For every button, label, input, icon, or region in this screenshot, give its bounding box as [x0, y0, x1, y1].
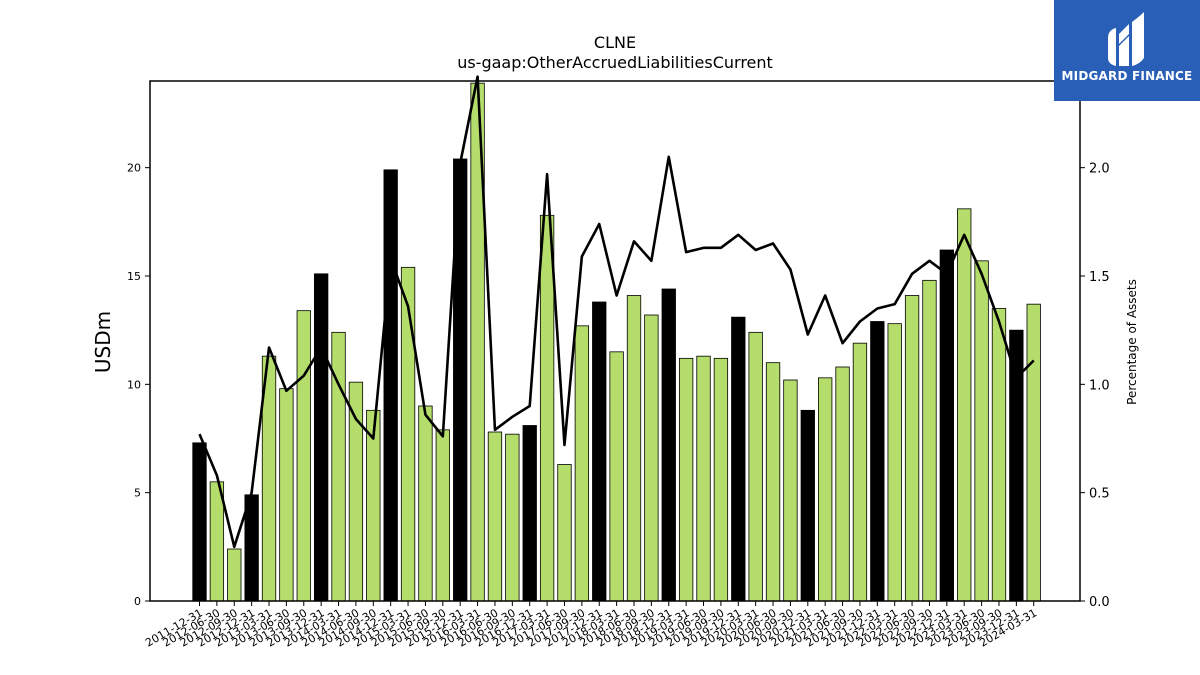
bar-2014-12-31 [384, 170, 398, 601]
y-tick-label: 0 [134, 595, 141, 608]
bar-2016-09-30 [506, 434, 519, 601]
y2-tick-label: 0.5 [1089, 487, 1110, 502]
bar-2015-09-30 [436, 430, 450, 601]
bar-2014-06-30 [349, 382, 363, 601]
bar-2015-06-30 [419, 406, 433, 601]
bar-2020-03-31 [749, 332, 763, 601]
bar-2018-12-31 [662, 289, 676, 601]
bar-2022-12-31 [940, 250, 954, 601]
chart-subtitle: us-gaap:OtherAccruedLiabilitiesCurrent [457, 53, 773, 72]
y-axis-label: USDm [91, 311, 115, 373]
y2-axis-label: Percentage of Assets [1125, 279, 1139, 405]
brand-logo: MIDGARD FINANCE [1054, 0, 1200, 101]
bar-2017-06-30 [558, 465, 572, 602]
bar-2018-06-30 [627, 296, 641, 602]
bar-2016-06-30 [488, 432, 502, 601]
bar-2020-09-30 [784, 380, 798, 601]
bar-2013-12-31 [314, 274, 328, 601]
y-tick-label: 5 [134, 487, 141, 500]
bar-2023-09-30 [992, 309, 1006, 602]
bar-2023-12-31 [1010, 330, 1024, 601]
y2-tick-label: 1.5 [1089, 270, 1110, 285]
y-tick-label: 10 [127, 378, 141, 391]
bar-2020-06-30 [766, 363, 780, 601]
bar-2019-09-30 [714, 358, 728, 601]
bar-2017-09-30 [575, 326, 589, 601]
bar-2017-03-31 [540, 215, 554, 601]
bar-2011-12-31 [193, 443, 207, 601]
y2-tick-label: 0.0 [1089, 595, 1110, 610]
bar-2013-09-30 [297, 311, 311, 601]
bar-2022-03-31 [888, 324, 902, 601]
bar-2021-09-30 [853, 343, 867, 601]
bar-2017-12-31 [592, 302, 606, 601]
bar-2021-03-31 [818, 378, 832, 601]
bar-2015-03-31 [401, 267, 415, 601]
bar-2021-06-30 [836, 367, 850, 601]
bar-2024-03-31 [1027, 304, 1041, 601]
bar-2021-12-31 [871, 322, 885, 602]
bar-2018-03-31 [610, 352, 624, 601]
y-tick-label: 20 [127, 162, 141, 175]
y2-tick-label: 2.0 [1089, 162, 1110, 177]
brand-name: MIDGARD FINANCE [1054, 69, 1200, 83]
bar-2018-09-30 [645, 315, 659, 601]
bars-layer [193, 83, 1041, 601]
bar-2019-12-31 [732, 317, 746, 601]
bar-2022-06-30 [905, 296, 919, 602]
midgard-logo-icon [1102, 8, 1152, 70]
bar-2019-06-30 [697, 356, 711, 601]
bar-2020-12-31 [801, 410, 815, 601]
chart-title: CLNE [594, 33, 636, 52]
bar-2012-09-30 [228, 549, 242, 601]
bar-2022-09-30 [923, 280, 937, 601]
bar-2013-06-30 [280, 389, 294, 601]
bar-2023-03-31 [957, 209, 971, 601]
bar-2023-06-30 [975, 261, 989, 601]
y-tick-label: 15 [127, 270, 141, 283]
bar-2019-03-31 [679, 358, 693, 601]
y2-tick-label: 1.0 [1089, 378, 1110, 393]
bar-2016-12-31 [523, 426, 537, 602]
